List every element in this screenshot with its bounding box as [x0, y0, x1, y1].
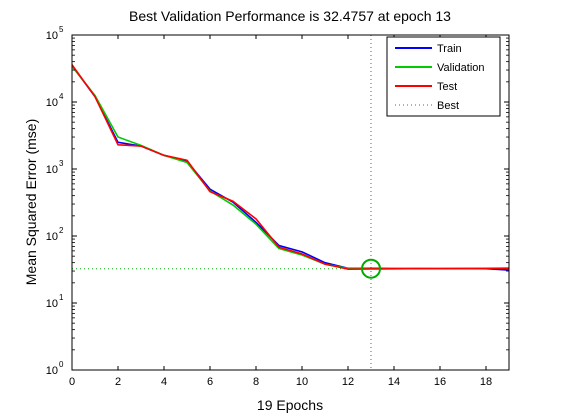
x-tick-label: 2 [115, 376, 121, 388]
series-lines [71, 64, 510, 271]
x-tick-label: 12 [342, 376, 354, 388]
legend-box [386, 36, 501, 117]
x-tick-label: 8 [253, 376, 259, 388]
y-tick-label: 10 [46, 365, 58, 377]
x-tick-label: 14 [388, 376, 400, 388]
x-tick-label: 6 [207, 376, 213, 388]
x-tick-label: 16 [434, 376, 446, 388]
series-line-test [71, 64, 510, 270]
best-marker-layer [361, 258, 381, 279]
y-tick-exponent: 3 [59, 159, 64, 168]
best-point-circle [361, 258, 381, 279]
y-tick-label: 10 [46, 231, 58, 243]
legend-label-train: Train [437, 43, 462, 55]
y-tick-exponent: 1 [59, 293, 64, 302]
axes-frame [71, 34, 510, 371]
y-tick-exponent: 0 [59, 360, 64, 369]
y-tick-label: 10 [46, 164, 58, 176]
legend-label-test: Test [437, 81, 457, 93]
y-tick-exponent: 5 [59, 25, 64, 34]
y-axis-label: Mean Squared Error (mse) [23, 119, 39, 286]
x-tick-label: 0 [69, 376, 75, 388]
y-tick-label: 10 [46, 30, 58, 42]
y-tick-label: 10 [46, 97, 58, 109]
x-tick-label: 4 [161, 376, 167, 388]
y-tick-label: 10 [46, 298, 58, 310]
y-tick-exponent: 4 [59, 92, 64, 101]
x-axis-ticks: 0 2 4 6 8 10 12 14 16 18 [69, 35, 492, 388]
legend-label-validation: Validation [437, 62, 485, 74]
x-tick-label: 10 [296, 376, 308, 388]
legend: Train Validation Test Best [386, 36, 501, 117]
x-tick-label: 18 [480, 376, 492, 388]
legend-label-best: Best [437, 100, 459, 112]
y-tick-exponent: 2 [59, 226, 64, 235]
x-axis-label: 19 Epochs [257, 397, 323, 413]
chart-title: Best Validation Performance is 32.4757 a… [129, 8, 451, 24]
